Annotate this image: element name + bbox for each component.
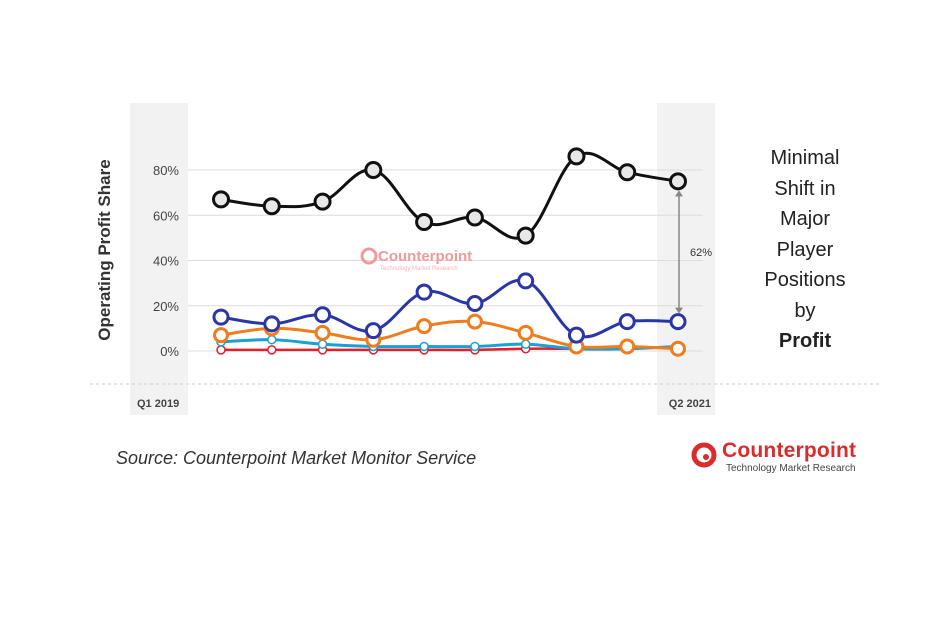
arrow-down-icon xyxy=(675,307,683,314)
data-point xyxy=(314,306,332,324)
headline-line: Positions xyxy=(764,269,846,291)
data-point xyxy=(262,197,281,216)
y-axis-label: Operating Profit Share xyxy=(95,159,114,340)
data-point xyxy=(267,334,277,345)
data-point xyxy=(567,147,586,166)
series-0 xyxy=(212,147,687,245)
headline-emphasis: Profit xyxy=(778,330,832,352)
data-point xyxy=(314,324,331,341)
series-1 xyxy=(212,272,687,344)
data-point xyxy=(317,339,328,349)
data-point xyxy=(619,338,636,355)
y-tick-label: 20% xyxy=(153,299,179,314)
y-tick-label: 60% xyxy=(153,208,179,223)
data-point xyxy=(670,340,686,357)
difference-annotation: 62% xyxy=(675,190,712,314)
data-point xyxy=(216,345,226,355)
highlight-panel-start xyxy=(130,103,188,415)
data-point xyxy=(517,272,535,290)
data-point xyxy=(267,345,277,355)
data-point xyxy=(466,294,484,312)
data-point xyxy=(212,190,230,209)
logo-mark-icon xyxy=(691,442,717,468)
headline-line: Shift in xyxy=(774,177,836,200)
logo-name: Counterpoint xyxy=(722,439,857,462)
data-point xyxy=(212,308,230,326)
data-point xyxy=(364,161,383,179)
data-point xyxy=(516,226,535,245)
data-point xyxy=(618,163,637,182)
watermark-tagline: Technology Market Research xyxy=(380,266,458,272)
data-point xyxy=(213,327,229,344)
source-text: Source: Counterpoint Market Monitor Serv… xyxy=(116,448,477,468)
x-tick-label: Q2 2021 xyxy=(669,398,711,410)
data-point xyxy=(618,313,636,331)
headline: Minimal Shift in Major Player Positions … xyxy=(740,143,870,357)
watermark-name: Counterpoint xyxy=(378,248,472,265)
data-point xyxy=(415,213,434,232)
data-point xyxy=(520,339,531,349)
data-point xyxy=(669,172,687,191)
data-point xyxy=(669,313,687,331)
data-point xyxy=(415,283,433,301)
series-line xyxy=(220,338,679,351)
counterpoint-logo: Counterpoint Technology Market Research xyxy=(690,439,880,479)
y-tick-label: 40% xyxy=(153,254,179,269)
data-point xyxy=(466,313,483,330)
arrow-up-icon xyxy=(675,190,683,197)
data-point xyxy=(419,341,429,352)
data-point xyxy=(313,192,332,211)
highlight-panel-end xyxy=(657,103,715,415)
data-point xyxy=(364,322,382,340)
data-point xyxy=(517,324,534,341)
data-point xyxy=(416,318,433,335)
y-tick-label: 0% xyxy=(160,344,179,359)
headline-line: Player xyxy=(776,238,834,261)
headline-line: Minimal xyxy=(770,147,840,169)
x-tick-label: Q1 2019 xyxy=(137,398,179,410)
headline-line: by xyxy=(794,299,816,322)
watermark: Counterpoint Technology Market Research xyxy=(360,247,472,272)
headline-line: Major xyxy=(779,208,830,230)
series-line xyxy=(220,278,679,339)
annotation-label: 62% xyxy=(690,247,712,259)
data-point xyxy=(465,208,484,227)
y-tick-label: 80% xyxy=(153,163,179,178)
logo-tagline: Technology Market Research xyxy=(726,463,856,474)
data-point xyxy=(263,315,281,333)
series-line xyxy=(220,319,679,351)
series-line xyxy=(220,151,679,240)
data-point xyxy=(567,326,585,344)
data-point xyxy=(470,341,480,352)
